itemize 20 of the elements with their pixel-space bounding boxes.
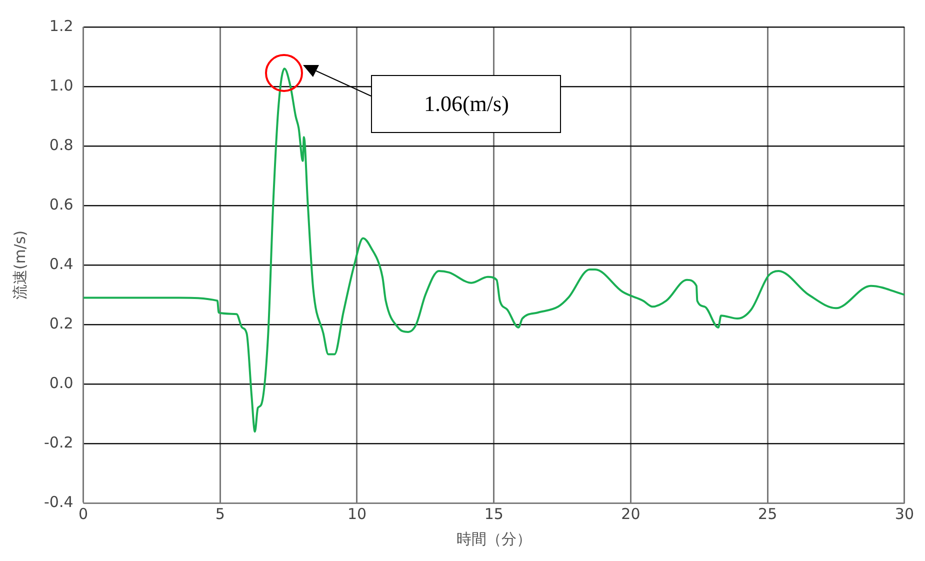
annotation: 1.06(m/s) xyxy=(424,90,509,117)
x-tick-label: 25 xyxy=(758,504,778,523)
y-tick-label: 0.2 xyxy=(49,314,74,332)
y-tick-label: 0.6 xyxy=(49,195,74,214)
x-tick-label: 0 xyxy=(78,504,88,523)
x-tick-label: 20 xyxy=(621,504,640,523)
x-tick-label: 10 xyxy=(347,504,367,523)
y-tick-label: -0.4 xyxy=(44,492,74,511)
y-tick-label: 0.4 xyxy=(49,254,74,273)
y-tick-label: -0.2 xyxy=(44,433,74,452)
x-axis-title: 時間（分） xyxy=(456,530,532,548)
y-tick-label: 0.0 xyxy=(49,374,74,392)
y-tick-label: 1.0 xyxy=(49,76,74,94)
y-axis-title: 流速(m/s) xyxy=(10,230,29,300)
y-tick-label: 0.8 xyxy=(49,136,74,154)
x-tick-label: 5 xyxy=(215,504,225,523)
x-tick-label: 15 xyxy=(484,504,504,523)
x-tick-label: 30 xyxy=(894,504,914,523)
y-tick-label: 1.2 xyxy=(49,16,74,35)
line-series xyxy=(83,68,904,433)
